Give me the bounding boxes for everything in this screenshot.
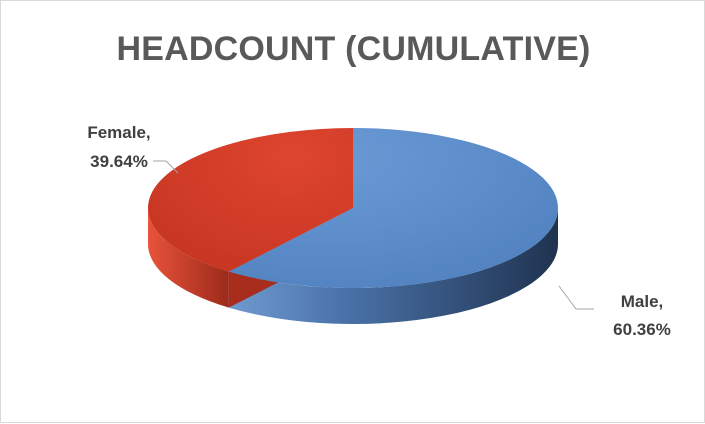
pie-slice-male <box>228 128 559 288</box>
pie-slice-female <box>147 127 353 272</box>
leader-line-female <box>153 160 179 174</box>
data-label-male-percent: 60.36% <box>613 320 671 339</box>
pie-side-male <box>228 208 559 324</box>
data-label-male-category: Male, <box>621 292 664 311</box>
chart-title: HEADCOUNT (CUMULATIVE) <box>116 30 591 68</box>
pie-tops <box>147 127 559 288</box>
data-label-female-category: Female, <box>87 123 150 142</box>
data-label-female-percent: 39.64% <box>90 152 148 171</box>
pie-side-female <box>148 208 229 308</box>
pie-leader-lines <box>153 160 594 310</box>
pie-data-labels: Male, 60.36% Female, 39.64% <box>87 123 670 339</box>
leader-line-male <box>558 285 594 310</box>
